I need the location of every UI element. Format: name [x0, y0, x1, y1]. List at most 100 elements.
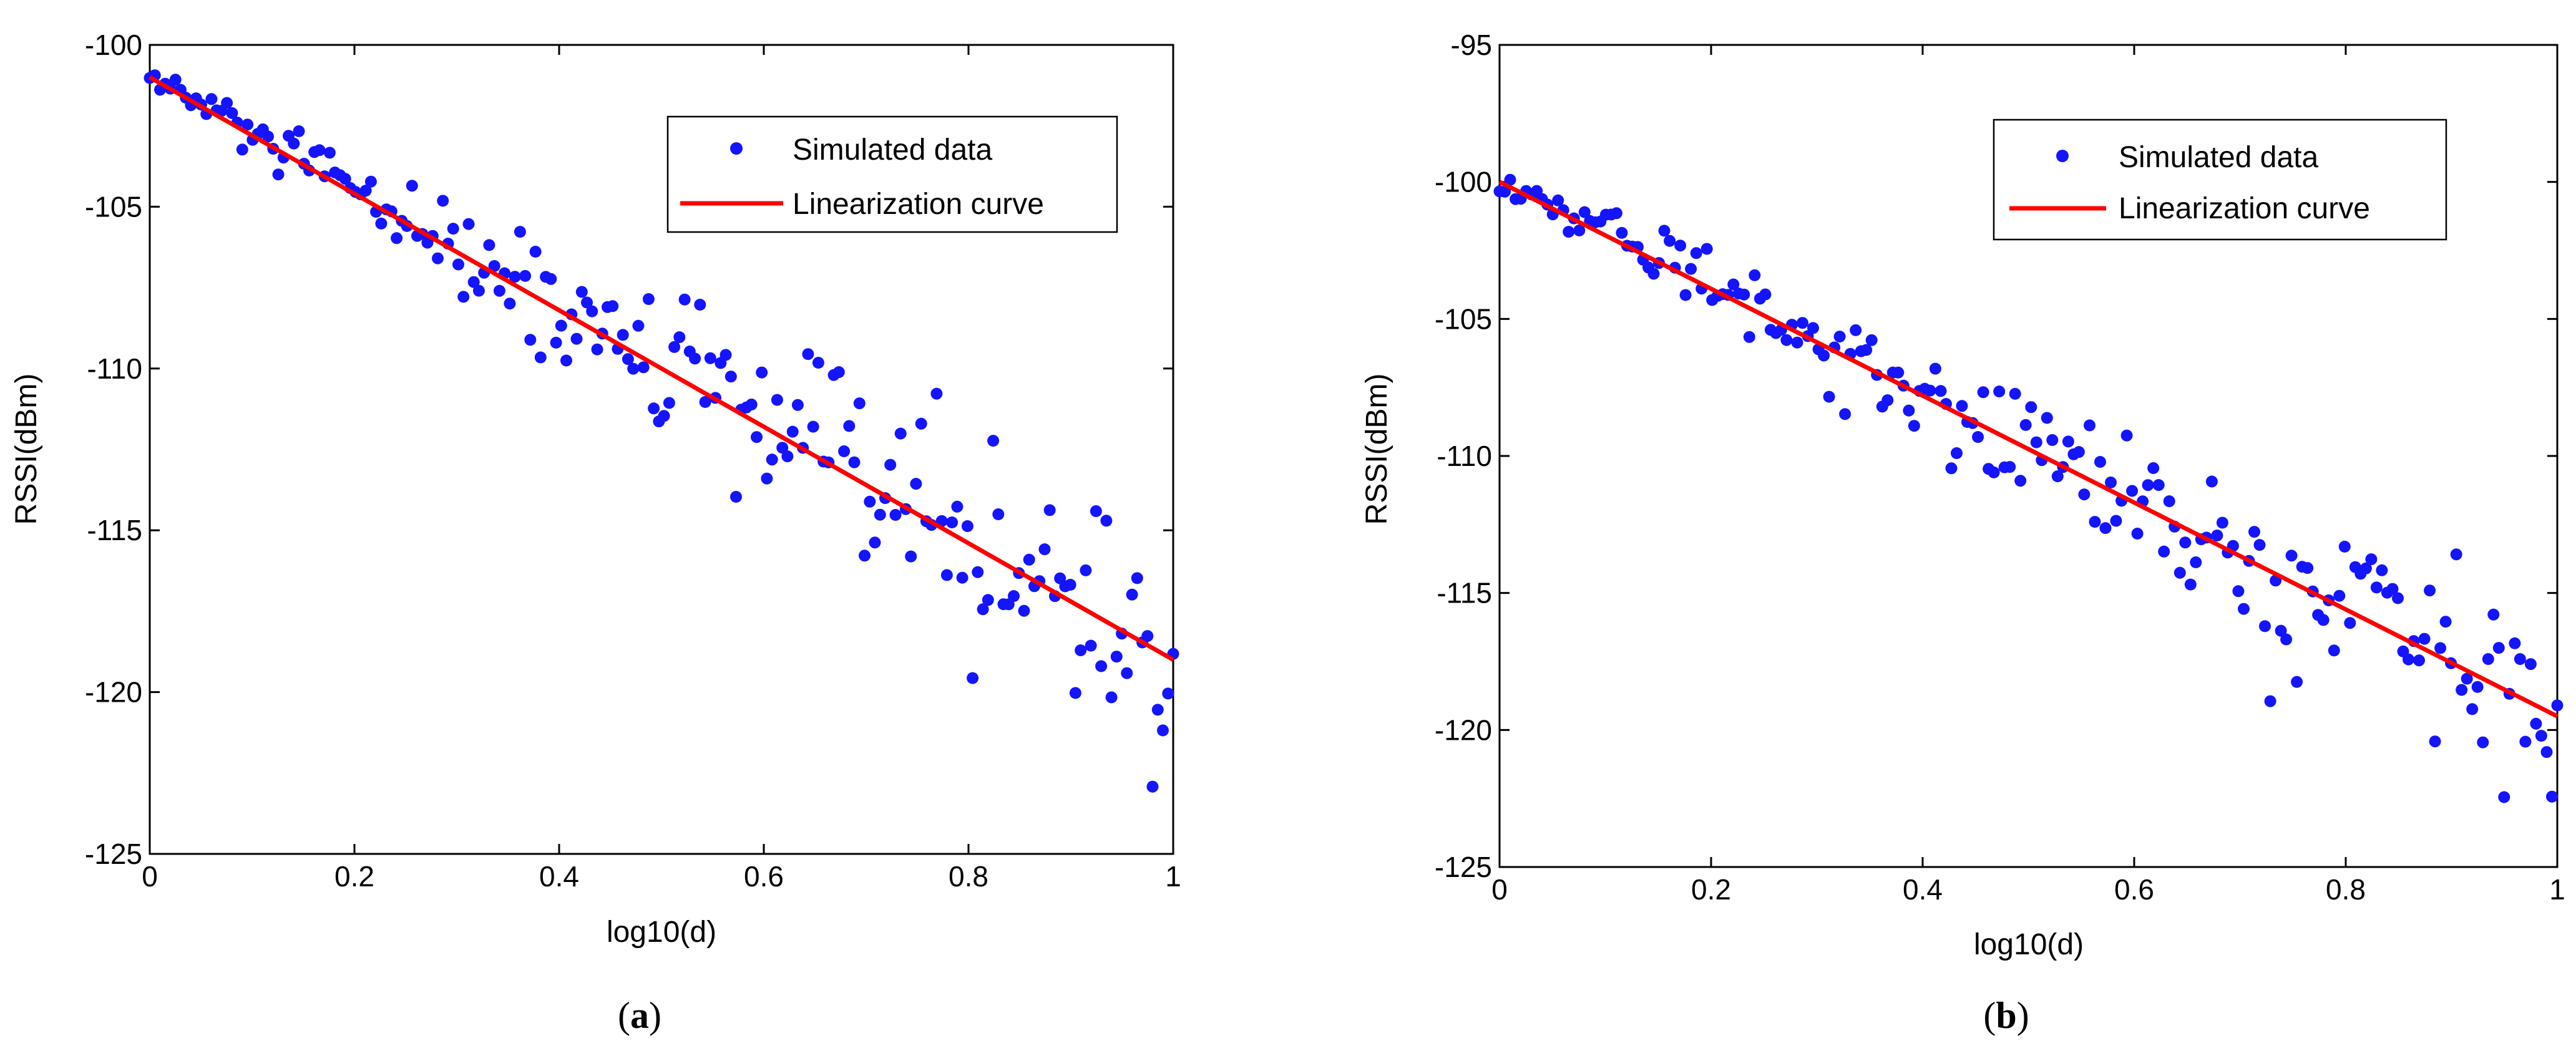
data-point	[205, 93, 218, 105]
data-point	[2551, 699, 2564, 712]
data-point	[1690, 247, 1702, 259]
data-point	[972, 566, 984, 578]
data-point	[534, 351, 547, 364]
data-point	[1738, 288, 1750, 301]
data-point	[940, 569, 953, 581]
data-point	[843, 420, 856, 432]
data-point	[1679, 289, 1692, 301]
data-point	[2019, 419, 2032, 431]
y-tick-label: -105	[1435, 303, 1492, 335]
data-point	[807, 420, 819, 433]
data-point	[848, 456, 861, 468]
data-point	[1664, 235, 1676, 247]
data-point	[2009, 387, 2021, 400]
data-point	[462, 218, 475, 230]
data-point	[1090, 505, 1102, 517]
data-point	[2158, 545, 2170, 558]
y-tick-label: -100	[1435, 166, 1492, 198]
data-point	[967, 672, 979, 684]
data-point	[2344, 617, 2356, 629]
legend-marker-points	[730, 142, 743, 155]
data-point	[987, 435, 1000, 447]
data-point	[761, 472, 773, 485]
data-point	[832, 366, 845, 379]
y-tick-label: -110	[87, 352, 142, 385]
data-point	[2471, 680, 2484, 693]
data-point	[699, 396, 711, 408]
data-point	[1934, 385, 1947, 397]
data-point	[1110, 651, 1123, 663]
data-point	[1075, 644, 1087, 657]
data-point	[2248, 526, 2260, 538]
data-point	[2051, 470, 2064, 483]
data-point	[1552, 194, 1564, 206]
data-point	[447, 223, 459, 235]
data-point	[1151, 704, 1164, 716]
data-point	[1993, 385, 2006, 398]
data-point	[2078, 488, 2091, 501]
y-axis-label: RSSI(dBm)	[1360, 374, 1393, 525]
data-point	[452, 258, 464, 271]
data-point	[1563, 226, 1575, 238]
caption-letter: a	[630, 995, 649, 1036]
data-point	[2084, 419, 2095, 432]
data-point	[1881, 394, 1894, 407]
data-point	[1860, 344, 1873, 356]
data-point	[1038, 543, 1051, 556]
linearization-curve	[149, 75, 1174, 662]
panel-b: 0 0.2 0.4 0.6 0.8 1 -95 -100 -105 -110 -115 -120 -12…	[1360, 29, 2565, 1036]
data-point	[946, 516, 959, 528]
data-point	[632, 319, 645, 332]
data-point	[1121, 667, 1133, 679]
data-point	[2089, 516, 2101, 528]
data-point	[1610, 207, 1622, 220]
legend-marker-points	[2056, 150, 2069, 162]
data-point	[2482, 653, 2494, 666]
x-tick-label: 1	[1165, 860, 1181, 893]
data-point	[581, 296, 593, 309]
data-point	[1833, 331, 1846, 343]
data-point	[2041, 412, 2053, 424]
data-point	[2392, 592, 2404, 604]
data-point	[874, 508, 886, 521]
data-point	[724, 371, 737, 383]
data-point	[226, 107, 238, 119]
data-point	[607, 300, 619, 312]
data-point	[570, 332, 583, 345]
data-point	[560, 354, 572, 367]
data-point	[467, 276, 480, 288]
data-point	[1141, 630, 1154, 642]
data-point	[910, 478, 922, 490]
data-point	[2030, 436, 2042, 448]
y-tick-label: -115	[1437, 577, 1492, 609]
data-point	[375, 217, 388, 230]
data-point	[802, 348, 814, 361]
linearization-line	[149, 75, 1174, 662]
data-point	[663, 397, 675, 409]
data-point	[293, 125, 305, 137]
x-tick-label: 0.8	[949, 860, 988, 893]
data-point	[514, 226, 526, 238]
data-point	[977, 603, 989, 616]
data-point	[1573, 225, 1586, 236]
data-point	[2333, 589, 2346, 602]
data-point	[1008, 590, 1020, 603]
data-point	[1743, 331, 1755, 343]
data-point	[2062, 435, 2074, 448]
data-point	[591, 343, 603, 356]
data-point	[2317, 614, 2330, 626]
data-point	[242, 119, 254, 131]
data-point	[648, 402, 660, 415]
data-point	[720, 349, 732, 361]
data-point	[915, 417, 927, 430]
data-point	[1674, 240, 1687, 252]
data-point	[2105, 477, 2117, 488]
data-point	[359, 185, 372, 197]
data-point	[2179, 536, 2192, 549]
y-tick-label: -95	[1451, 29, 1492, 61]
data-point	[575, 286, 588, 298]
legend-label-linearization: Linearization curve	[2119, 192, 2370, 225]
data-point	[1908, 420, 1920, 432]
data-point	[493, 284, 505, 297]
y-tick-label: -120	[85, 676, 142, 709]
